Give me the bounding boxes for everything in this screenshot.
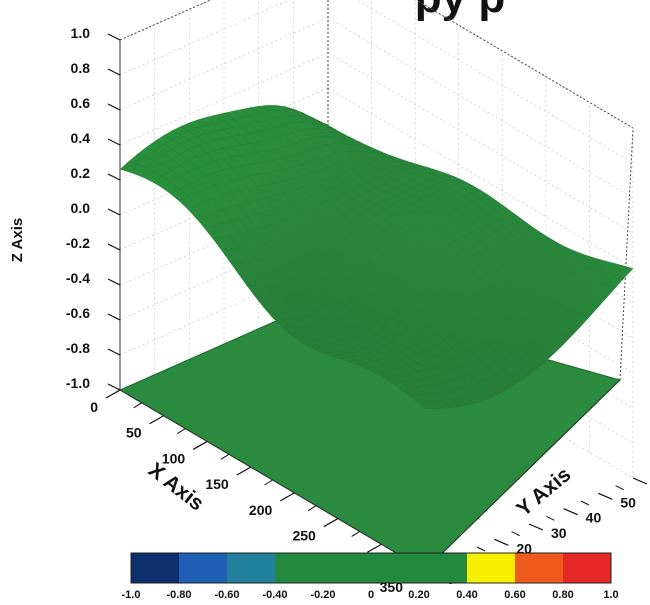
x-tick bbox=[367, 543, 382, 553]
x-tick bbox=[149, 415, 164, 425]
chart-title-fragment: py p bbox=[415, 0, 505, 22]
colorbar-label: -0.60 bbox=[214, 589, 239, 601]
x-tick-label: 100 bbox=[162, 450, 186, 466]
colorbar-segment bbox=[371, 553, 420, 583]
x-minor-tick bbox=[177, 428, 186, 434]
z-tick bbox=[107, 173, 121, 181]
z-tick bbox=[107, 33, 121, 41]
colorbar-segment bbox=[323, 553, 372, 583]
z-tick bbox=[107, 103, 121, 111]
z-tick bbox=[107, 138, 121, 146]
y-tick bbox=[598, 492, 613, 500]
z-tick bbox=[107, 348, 121, 356]
z-tick-label: -0.2 bbox=[66, 235, 90, 251]
z-tick-label: -1.0 bbox=[66, 375, 90, 391]
colorbar-label: -1.0 bbox=[122, 589, 141, 601]
y-minor-tick bbox=[615, 485, 624, 491]
x-minor-tick bbox=[264, 479, 273, 486]
colorbar-border bbox=[130, 552, 612, 584]
z-tick bbox=[107, 68, 121, 76]
colorbar-segment bbox=[563, 553, 612, 583]
x-tick-label: 150 bbox=[205, 476, 229, 492]
y-tick bbox=[563, 508, 578, 516]
colorbar-label: 0.20 bbox=[408, 589, 429, 601]
z-tick-label: 0.2 bbox=[71, 165, 91, 181]
y-tick-label: 30 bbox=[551, 525, 567, 541]
z-tick bbox=[107, 313, 121, 321]
colorbar-label: 0.40 bbox=[456, 589, 477, 601]
colorbar-segment bbox=[275, 553, 324, 583]
x-minor-tick bbox=[307, 505, 317, 512]
colorbar-segment bbox=[515, 553, 564, 583]
y-minor-tick bbox=[580, 500, 590, 506]
z-tick-label: 1.0 bbox=[71, 25, 91, 41]
colorbar-label: 0.60 bbox=[504, 589, 525, 601]
y-tick bbox=[494, 538, 509, 546]
z-tick-label: 0.0 bbox=[71, 200, 91, 216]
z-tick-label: 0.8 bbox=[71, 60, 91, 76]
y-tick-label: 20 bbox=[516, 540, 532, 556]
grid-line bbox=[327, 17, 634, 199]
z-tick-label: -0.8 bbox=[66, 340, 90, 356]
z-tick-label: 0.6 bbox=[71, 95, 91, 111]
colorbar-segment bbox=[131, 553, 180, 583]
colorbar-label: -0.40 bbox=[262, 589, 287, 601]
grid-line bbox=[327, 192, 634, 374]
grid-line bbox=[415, 0, 634, 129]
x-tick-label: 250 bbox=[292, 528, 316, 544]
z-axis-title: Z Axis bbox=[9, 218, 26, 262]
x-minor-tick bbox=[133, 402, 143, 409]
colorbar-segment bbox=[179, 553, 228, 583]
y-minor-tick bbox=[546, 515, 555, 521]
top-edge bbox=[119, 0, 634, 129]
surface-mesh bbox=[119, 105, 634, 409]
y-tick bbox=[528, 523, 544, 531]
z-tick bbox=[107, 243, 121, 251]
x-tick bbox=[192, 440, 208, 450]
colorbar-segment bbox=[419, 553, 468, 583]
colorbar-label: -0.20 bbox=[310, 589, 335, 601]
y-tick bbox=[632, 477, 648, 485]
grid-line bbox=[327, 87, 634, 269]
colorbar-segment bbox=[467, 553, 516, 583]
colorbar bbox=[130, 552, 612, 584]
x-tick bbox=[279, 492, 295, 502]
x-tick-label: 50 bbox=[126, 425, 142, 441]
colorbar-label: 0.80 bbox=[552, 589, 573, 601]
grid-line bbox=[327, 297, 634, 479]
z-tick bbox=[107, 208, 121, 216]
right-edge bbox=[619, 127, 634, 381]
z-tick-label: 0.4 bbox=[71, 130, 91, 146]
z-tick-label: -0.6 bbox=[66, 305, 90, 321]
x-tick bbox=[236, 466, 252, 476]
y-minor-tick bbox=[511, 531, 520, 537]
colorbar-label: 0 bbox=[368, 589, 374, 601]
y-axis-line bbox=[424, 379, 621, 571]
z-tick bbox=[107, 383, 121, 391]
colorbar-segment bbox=[227, 553, 276, 583]
colorbar-labels: -1.0 -0.80 -0.60 -0.40 -0.20 0 0.20 0.40 0.60 0.8… bbox=[122, 589, 619, 601]
x-tick bbox=[323, 518, 339, 528]
grid-line bbox=[327, 52, 634, 234]
z-tick bbox=[107, 278, 121, 286]
grid-line bbox=[356, 0, 634, 164]
x-minor-tick bbox=[351, 531, 360, 537]
surface-patch bbox=[415, 401, 435, 409]
x-minor-tick bbox=[220, 453, 230, 460]
colorbar-label: -0.80 bbox=[166, 589, 191, 601]
tick-marks bbox=[105, 33, 648, 579]
x-tick bbox=[105, 389, 121, 399]
x-tick-label: 200 bbox=[249, 502, 273, 518]
y-tick-label: 50 bbox=[620, 494, 636, 510]
y-minor-tick bbox=[476, 546, 486, 552]
x-tick-label: 0 bbox=[90, 399, 98, 415]
x-axis-title: X Axis bbox=[144, 458, 208, 515]
y-tick-label: 40 bbox=[586, 510, 602, 526]
colorbar-label: 1.0 bbox=[603, 589, 618, 601]
z-tick-label: -0.4 bbox=[66, 270, 90, 286]
